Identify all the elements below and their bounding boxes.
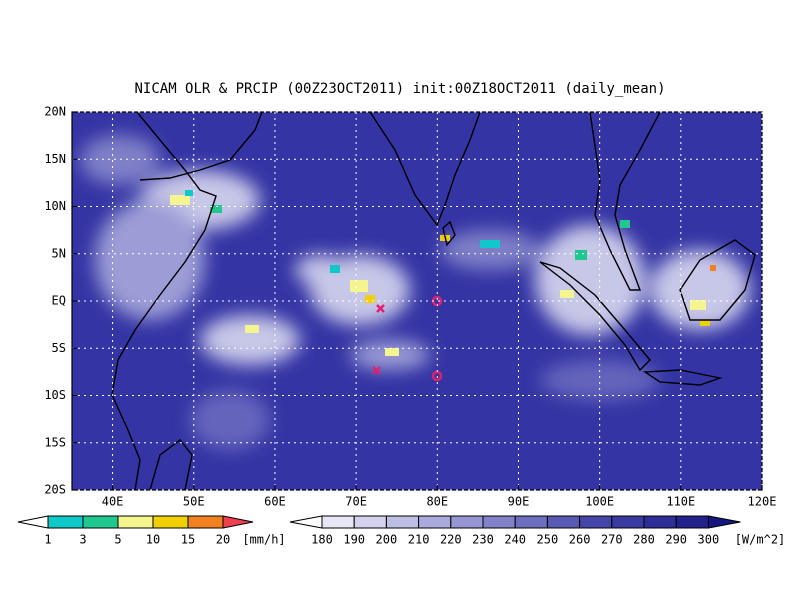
colorbar-label: 1 bbox=[44, 533, 51, 547]
lat-tick-label: 15S bbox=[44, 435, 66, 449]
colorbar-label: 280 bbox=[633, 533, 655, 547]
lat-tick-label: 20S bbox=[44, 483, 66, 497]
colorbar-label: 200 bbox=[376, 533, 398, 547]
colorbar-label: 190 bbox=[343, 533, 365, 547]
map-field bbox=[72, 112, 762, 490]
lat-tick-label: 5S bbox=[52, 341, 66, 355]
colorbar-box bbox=[611, 515, 645, 529]
map-title: NICAM OLR & PRCIP (00Z23OCT2011) init:00… bbox=[134, 81, 665, 97]
cloud-field bbox=[80, 135, 750, 450]
colorbar-label: 5 bbox=[114, 533, 121, 547]
colorbar-box bbox=[514, 515, 548, 529]
colorbar-unit: [W/m^2] bbox=[735, 533, 786, 547]
colorbar-triangle bbox=[222, 515, 254, 529]
colorbar-box bbox=[353, 515, 387, 529]
lat-tick-label: 10N bbox=[44, 199, 66, 213]
colorbar-box bbox=[187, 515, 224, 529]
colorbar-box bbox=[117, 515, 154, 529]
cyclone-marker bbox=[431, 370, 443, 382]
lat-tick-label: 5N bbox=[52, 246, 66, 260]
lat-tick-label: 10S bbox=[44, 388, 66, 402]
lat-tick-label: EQ bbox=[52, 294, 66, 308]
colorbar-box bbox=[82, 515, 119, 529]
colorbar-box bbox=[152, 515, 189, 529]
colorbar-box bbox=[482, 515, 516, 529]
lon-tick-label: 70E bbox=[345, 495, 367, 509]
lon-tick-label: 80E bbox=[426, 495, 448, 509]
colorbar-label: 300 bbox=[698, 533, 720, 547]
colorbar-label: 250 bbox=[537, 533, 559, 547]
colorbar-label: 290 bbox=[665, 533, 687, 547]
lat-tick-label: 15N bbox=[44, 152, 66, 166]
colorbar-box bbox=[47, 515, 84, 529]
colorbar-label: 20 bbox=[216, 533, 230, 547]
colorbar-label: 210 bbox=[408, 533, 430, 547]
colorbar-box bbox=[321, 515, 355, 529]
colorbar-triangle bbox=[289, 515, 323, 529]
lon-tick-label: 90E bbox=[508, 495, 530, 509]
colorbar-box bbox=[418, 515, 452, 529]
lon-tick-label: 60E bbox=[264, 495, 286, 509]
colorbar-label: 15 bbox=[181, 533, 195, 547]
colorbar-label: 3 bbox=[79, 533, 86, 547]
cyclone-x-marker bbox=[372, 304, 385, 375]
colorbar-label: 270 bbox=[601, 533, 623, 547]
colorbar-box bbox=[675, 515, 709, 529]
colorbar-triangle bbox=[707, 515, 741, 529]
coastlines bbox=[111, 112, 756, 490]
colorbar-box bbox=[546, 515, 581, 529]
colorbar-box bbox=[643, 515, 677, 529]
colorbar-unit: [mm/h] bbox=[242, 533, 285, 547]
colorbar-box bbox=[579, 515, 613, 529]
lat-tick-label: 20N bbox=[44, 105, 66, 119]
lon-tick-label: 40E bbox=[102, 495, 124, 509]
lon-tick-label: 50E bbox=[183, 495, 205, 509]
lon-tick-label: 110E bbox=[666, 495, 695, 509]
colorbar-label: 180 bbox=[311, 533, 333, 547]
colorbar-label: 220 bbox=[440, 533, 462, 547]
colorbar-box bbox=[450, 515, 484, 529]
colorbar-label: 240 bbox=[504, 533, 526, 547]
lon-tick-label: 100E bbox=[585, 495, 614, 509]
lon-tick-label: 120E bbox=[748, 495, 777, 509]
colorbar-triangle bbox=[17, 515, 49, 529]
colorbar-label: 10 bbox=[146, 533, 160, 547]
colorbar-label: 230 bbox=[472, 533, 494, 547]
colorbar-label: 260 bbox=[569, 533, 591, 547]
colorbar-box bbox=[385, 515, 420, 529]
